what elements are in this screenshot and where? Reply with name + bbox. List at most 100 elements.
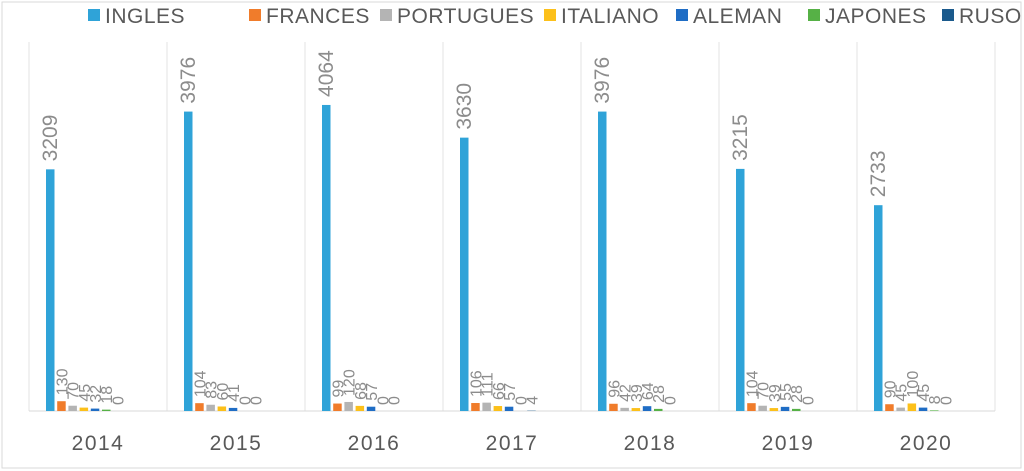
bar-japones-2014 [102, 409, 111, 411]
data-label: 41 [226, 384, 243, 402]
data-label: 99 [330, 380, 347, 398]
bar-italiano-2015 [217, 406, 227, 411]
bar-italiano-2019 [769, 408, 779, 411]
data-label: 104 [192, 370, 209, 397]
data-label: 0 [375, 396, 392, 405]
data-label: 0 [237, 396, 254, 405]
data-label: 83 [204, 381, 221, 399]
bar-portugues-2019 [758, 405, 767, 411]
x-tick-label: 2016 [348, 432, 401, 455]
legend-label-ingles: INGLES [105, 5, 185, 28]
data-label: 0 [513, 396, 530, 405]
data-label: 0 [110, 396, 127, 405]
legend-label-portugues: PORTUGUES [397, 5, 534, 28]
bar-italiano-2014 [79, 407, 89, 411]
legend-swatch-portugues [380, 9, 392, 21]
legend-swatch-ruso [942, 9, 954, 21]
data-label: 28 [651, 385, 668, 403]
bar-aleman-2019 [780, 406, 790, 411]
data-label: 18 [99, 386, 116, 404]
data-label: 55 [778, 383, 795, 401]
bar-aleman-2014 [90, 408, 100, 411]
bar-italiano-2017 [493, 406, 503, 411]
data-label: 66 [491, 382, 508, 400]
bar-italiano-2020 [907, 403, 917, 411]
data-label: 70 [756, 382, 773, 400]
data-label: 0 [938, 396, 955, 405]
bar-frances-2017 [471, 403, 480, 411]
legend-label-japones: JAPONES [825, 5, 927, 28]
bar-japones-2019 [792, 408, 801, 411]
data-label: 39 [629, 384, 646, 402]
data-label: 68 [353, 382, 370, 400]
x-tick-label: 2014 [72, 432, 125, 455]
bar-japones-2020 [930, 410, 939, 411]
data-label: 0 [800, 396, 817, 405]
data-label: 42 [618, 384, 635, 402]
data-label: 90 [882, 380, 899, 398]
x-tick-label: 2018 [624, 432, 677, 455]
bar-frances-2019 [747, 403, 756, 411]
legend-swatch-frances [249, 9, 261, 21]
x-tick-label: 2015 [210, 432, 263, 455]
legend-label-italiano: ITALIANO [561, 5, 659, 28]
data-label: 3215 [729, 114, 752, 161]
bars [46, 104, 939, 411]
bar-ingles-2017 [460, 137, 469, 411]
bar-portugues-2018 [620, 407, 629, 411]
bar-japones-2018 [654, 408, 663, 411]
legend-swatch-japones [808, 9, 820, 21]
data-label: 96 [606, 380, 623, 398]
x-tick-label: 2017 [486, 432, 539, 455]
data-label: 70 [66, 382, 83, 400]
data-label: 100 [905, 371, 922, 398]
data-label: 2733 [867, 150, 890, 197]
bar-frances-2016 [333, 403, 342, 411]
data-label: 0 [248, 396, 265, 405]
bar-ingles-2014 [46, 169, 55, 411]
bar-ingles-2018 [598, 111, 607, 411]
data-label: 104 [744, 370, 761, 397]
data-label: 28 [789, 385, 806, 403]
data-label: 3209 [39, 115, 62, 162]
bar-aleman-2015 [228, 407, 238, 411]
bar-portugues-2020 [896, 407, 905, 411]
data-label: 4064 [315, 50, 338, 97]
data-label: 120 [342, 369, 359, 396]
bar-aleman-2020 [918, 407, 928, 411]
x-tick-label: 2019 [762, 432, 815, 455]
bar-ingles-2019 [736, 168, 745, 411]
legend-swatch-italiano [544, 9, 556, 21]
data-label: 32 [88, 385, 105, 403]
bar-portugues-2016 [344, 401, 353, 411]
bar-aleman-2016 [366, 406, 376, 411]
data-label: 106 [468, 370, 485, 397]
legend-label-aleman: ALEMAN [693, 5, 782, 28]
bar-ingles-2015 [184, 111, 193, 411]
legend: INGLES FRANCES PORTUGUES ITALIANO ALEMAN JAPO… [88, 5, 1021, 28]
data-label: 111 [480, 372, 497, 396]
data-label: 45 [77, 384, 94, 402]
x-tick-labels: 2014 2015 2016 2017 2018 2019 2020 [72, 432, 953, 455]
bar-portugues-2014 [68, 405, 77, 411]
data-label: 4 [524, 396, 541, 405]
data-label: 57 [502, 383, 519, 401]
data-label: 60 [215, 383, 232, 401]
bar-portugues-2017 [482, 402, 491, 411]
bar-ingles-2016 [322, 104, 331, 411]
legend-label-frances: FRANCES [266, 5, 370, 28]
data-label: 45 [916, 384, 933, 402]
data-label: 3630 [453, 83, 476, 130]
legend-swatch-aleman [676, 9, 688, 21]
x-tick-label: 2020 [900, 432, 953, 455]
data-label: 130 [54, 368, 71, 395]
data-label: 0 [662, 396, 679, 405]
data-label: 57 [364, 383, 381, 401]
bar-frances-2015 [195, 403, 204, 411]
bar-portugues-2015 [206, 404, 215, 411]
data-label: 8 [927, 395, 944, 404]
data-label: 45 [894, 384, 911, 402]
bar-ingles-2020 [874, 205, 883, 411]
bar-aleman-2017 [504, 406, 514, 411]
